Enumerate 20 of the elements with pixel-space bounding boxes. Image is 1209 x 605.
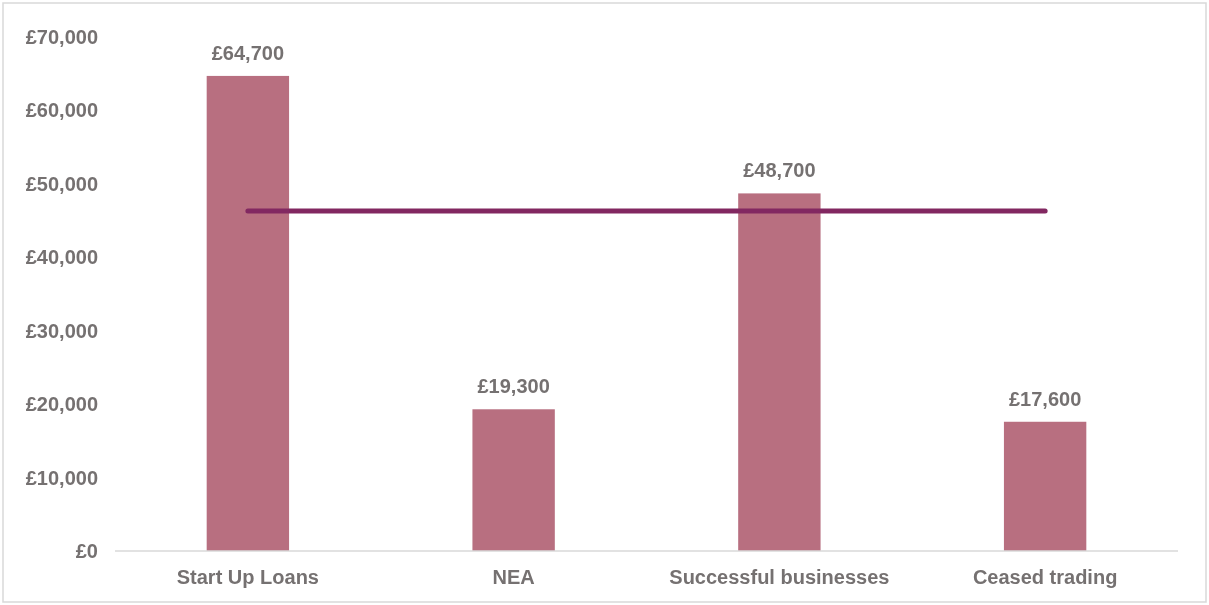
x-tick-label: NEA xyxy=(492,566,535,588)
data-label: £64,700 xyxy=(211,41,285,64)
bar xyxy=(206,75,290,551)
y-tick-label: £10,000 xyxy=(25,466,98,489)
data-label: £48,700 xyxy=(743,159,816,182)
bar xyxy=(1003,421,1087,551)
bar xyxy=(738,193,821,551)
x-tick-label: Successful businesses xyxy=(669,566,890,588)
y-tick-label: £70,000 xyxy=(25,26,98,48)
y-tick-label: £60,000 xyxy=(25,99,98,122)
bar xyxy=(472,409,555,551)
y-tick-label: £30,000 xyxy=(25,319,98,342)
y-tick-label: £40,000 xyxy=(25,246,98,269)
data-label: £17,600 xyxy=(1008,387,1082,410)
y-tick-label: £20,000 xyxy=(25,393,98,416)
y-tick-label: £0 xyxy=(75,540,98,562)
data-label: £19,300 xyxy=(477,375,550,398)
y-tick-label: £50,000 xyxy=(25,172,98,195)
x-tick-label: Start Up Loans xyxy=(176,566,319,588)
x-tick-label: Ceased trading xyxy=(972,566,1118,588)
